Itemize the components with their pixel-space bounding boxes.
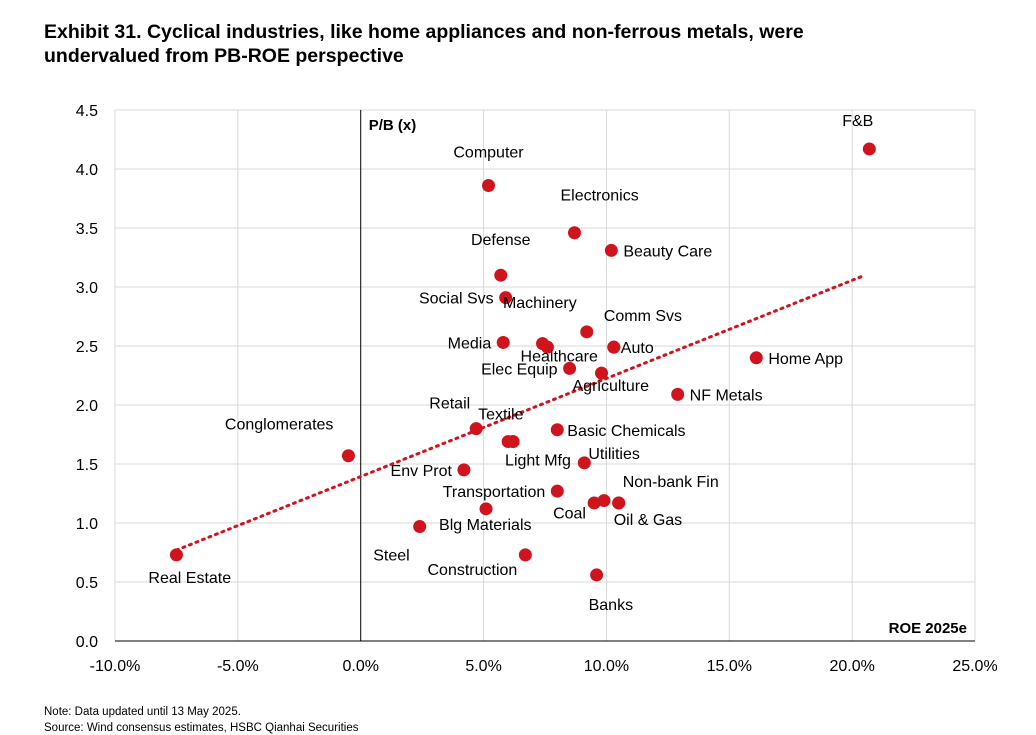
chart-title-line-1: Exhibit 31. Cyclical industries, like ho…: [44, 21, 804, 43]
data-point-label: Electronics: [560, 188, 638, 205]
data-point: [604, 243, 618, 257]
y-tick-label: 0.5: [76, 575, 98, 592]
data-point-label: Utilities: [588, 446, 640, 463]
y-axis-label: P/B (x): [369, 117, 417, 134]
data-point-label: Transportation: [443, 484, 546, 501]
data-point: [587, 496, 601, 510]
data-point-label: Computer: [453, 145, 524, 162]
data-point: [518, 548, 532, 562]
x-tick-label: -5.0%: [217, 658, 259, 675]
scatter-chart: 0.0 0.5 1.0 1.5 2.0 2.5 3.0 3.5 4.0 4.5 -10.0% -5.0…: [76, 103, 998, 675]
data-point: [590, 568, 604, 582]
data-point-label: Healthcare: [521, 349, 598, 366]
data-point-label: F&B: [842, 113, 873, 130]
x-axis-label: ROE 2025e: [889, 620, 967, 637]
data-point-label: Retail: [429, 396, 470, 413]
data-point-label: Non-bank Fin: [623, 474, 719, 491]
data-point-label: Auto: [621, 340, 654, 357]
chart-axes: 0.0 0.5 1.0 1.5 2.0 2.5 3.0 3.5 4.0 4.5 -10.0% -5.0…: [76, 103, 998, 675]
chart-title: Exhibit 31. Cyclical industries, like ho…: [44, 20, 1004, 68]
data-point: [479, 502, 493, 516]
note-text: Note: Data updated until 13 May 2025.: [44, 706, 241, 718]
y-tick-label: 1.0: [76, 516, 98, 533]
data-point: [612, 496, 626, 510]
data-point: [413, 520, 427, 534]
data-point-label: Env Prot: [391, 463, 453, 480]
data-points: [169, 142, 876, 582]
data-point: [506, 435, 520, 449]
data-point-label: Banks: [589, 597, 633, 614]
source-text: Source: Wind consensus estimates, HSBC Q…: [44, 722, 359, 734]
data-point: [469, 422, 483, 436]
trendline-group: [174, 274, 864, 552]
data-point: [481, 179, 495, 193]
y-tick-label: 0.0: [76, 634, 98, 651]
data-point: [499, 291, 513, 305]
data-point: [496, 335, 510, 349]
data-point: [577, 456, 591, 470]
x-tick-label: 10.0%: [584, 658, 629, 675]
data-point: [494, 268, 508, 282]
data-point-label: Comm Svs: [604, 308, 682, 325]
x-tick-label: 25.0%: [952, 658, 997, 675]
y-tick-label: 4.5: [76, 103, 98, 120]
data-point: [567, 226, 581, 240]
data-point: [540, 340, 554, 354]
y-tick-label: 4.0: [76, 162, 98, 179]
data-point: [862, 142, 876, 156]
data-point: [169, 548, 183, 562]
x-tick-label: -10.0%: [90, 658, 141, 675]
data-point: [749, 351, 763, 365]
data-point: [597, 494, 611, 508]
data-point: [341, 449, 355, 463]
data-point-label: Conglomerates: [225, 417, 334, 434]
data-point-label: Light Mfg: [505, 453, 571, 470]
data-point-label: NF Metals: [690, 387, 763, 404]
data-point-labels: F&B Computer Electronics Beauty Care Defense…: [148, 113, 873, 614]
data-point-label: Textile: [478, 407, 523, 424]
data-point: [671, 387, 685, 401]
data-point-label: Elec Equip: [481, 361, 558, 378]
y-tick-label: 1.5: [76, 457, 98, 474]
data-point-label: Blg Materials: [439, 517, 531, 534]
data-point-label: Home App: [768, 351, 843, 368]
data-point: [457, 463, 471, 477]
data-point-label: Social Svs: [419, 291, 494, 308]
data-point-label: Real Estate: [148, 570, 231, 587]
trendline: [174, 274, 864, 552]
data-point-label: Machinery: [503, 295, 577, 312]
data-point: [607, 340, 621, 354]
data-point-label: Beauty Care: [623, 243, 712, 260]
chart-gridlines: [114, 109, 976, 641]
x-tick-label: 15.0%: [707, 658, 752, 675]
data-point-label: Basic Chemicals: [567, 423, 685, 440]
data-point-label: Media: [448, 335, 492, 352]
data-point: [550, 423, 564, 437]
y-tick-label: 3.5: [76, 221, 98, 238]
x-tick-label: 0.0%: [342, 658, 378, 675]
data-point: [550, 484, 564, 498]
data-point: [580, 325, 594, 339]
data-point-label: Oil & Gas: [614, 512, 682, 529]
x-tick-label: 5.0%: [465, 658, 501, 675]
y-tick-label: 2.5: [76, 339, 98, 356]
data-point-label: Construction: [428, 562, 518, 579]
data-point-label: Agriculture: [573, 378, 650, 395]
data-point: [563, 361, 577, 375]
data-point-label: Steel: [373, 548, 409, 565]
data-point-label: Coal: [553, 506, 586, 523]
chart-title-line-2: undervalued from PB-ROE perspective: [44, 45, 404, 67]
data-point: [595, 366, 609, 380]
y-tick-label: 2.0: [76, 398, 98, 415]
x-tick-label: 20.0%: [829, 658, 874, 675]
data-point-label: Defense: [471, 232, 531, 249]
y-tick-label: 3.0: [76, 280, 98, 297]
